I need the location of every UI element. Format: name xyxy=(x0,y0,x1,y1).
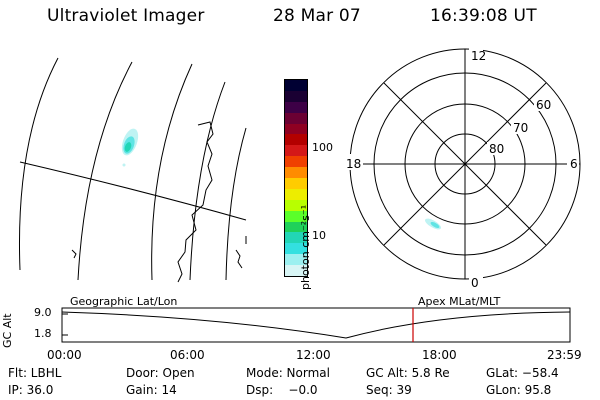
mlt-label-18: 18 xyxy=(346,157,361,171)
instrument-title: Ultraviolet Imager xyxy=(47,6,205,26)
aurora-patch xyxy=(121,128,139,167)
mlt-label-0: 0 xyxy=(471,276,479,290)
colorbar-band xyxy=(285,80,307,91)
status-ip: IP: 36.0 xyxy=(8,383,54,397)
coastline xyxy=(71,249,77,259)
colorbar-band xyxy=(285,112,307,124)
altitude-curve xyxy=(61,311,571,339)
polar-mlat-mlt-plot: 12 18 6 0 60 70 80 xyxy=(345,48,581,290)
map-latitude-arc xyxy=(151,63,193,281)
colorbar-band xyxy=(285,134,307,146)
colorbar-band xyxy=(285,101,307,113)
timeline-frame xyxy=(61,307,571,343)
coastline xyxy=(177,121,214,283)
status-gc-alt: GC Alt: 5.8 Re xyxy=(366,366,450,380)
polar-diagonal xyxy=(383,82,547,246)
coastline xyxy=(235,249,243,269)
status-mode: Mode: Normal xyxy=(246,366,330,380)
mlt-label-6: 6 xyxy=(570,157,578,171)
intensity-colorbar xyxy=(284,79,308,277)
map-latitude-arc xyxy=(77,61,133,281)
colorbar-band xyxy=(285,167,307,179)
altitude-timeline-plot xyxy=(61,307,571,343)
colorbar-band xyxy=(285,178,307,189)
colorbar-band xyxy=(285,243,307,255)
status-door: Door: Open xyxy=(126,366,195,380)
map-latitude-arc xyxy=(225,127,247,281)
mlat-label-80: 80 xyxy=(489,142,504,156)
timeline-xtick-2359: 23:59 xyxy=(547,348,582,362)
timeline-xtick-1200: 12:00 xyxy=(296,348,331,362)
timeline-yaxis-label: GC Alt xyxy=(1,313,14,348)
timeline-title-left: Geographic Lat/Lon xyxy=(70,295,178,308)
colorbar-band xyxy=(285,199,307,211)
time-label: 16:39:08 UT xyxy=(430,6,537,26)
timeline-xtick-1800: 18:00 xyxy=(422,348,457,362)
colorbar-band xyxy=(285,156,307,168)
status-filter: Flt: LBHL xyxy=(8,366,62,380)
geographic-map-panel xyxy=(19,57,247,283)
mlat-label-70: 70 xyxy=(513,121,528,135)
colorbar-band xyxy=(285,188,307,200)
timeline-xtick-0000: 00:00 xyxy=(47,348,82,362)
status-dsp: Dsp: −0.0 xyxy=(246,383,318,397)
colorbar-band xyxy=(285,232,307,244)
timeline-title-right: Apex MLat/MLT xyxy=(418,295,501,308)
colorbar-unit-label: photon cm⁻²s⁻¹ xyxy=(299,204,312,290)
date-label: 28 Mar 07 xyxy=(273,6,361,26)
timeline-xtick-0600: 06:00 xyxy=(170,348,205,362)
polar-aurora-patch xyxy=(425,218,441,230)
status-glon: GLon: 95.8 xyxy=(486,383,552,397)
mlat-label-60: 60 xyxy=(536,98,551,112)
timeline-ytick-1-8: 1.8 xyxy=(34,327,52,340)
mlt-label-12: 12 xyxy=(471,49,486,63)
colorbar-band xyxy=(285,123,307,135)
colorbar-band xyxy=(285,145,307,157)
colorbar-band xyxy=(285,210,307,222)
status-seq: Seq: 39 xyxy=(366,383,412,397)
map-latitude-arc xyxy=(19,57,59,271)
map-longitude-line xyxy=(19,161,247,221)
colorbar-band xyxy=(285,90,307,102)
colorbar-band xyxy=(285,254,307,266)
colorbar-band xyxy=(285,265,307,276)
status-gain: Gain: 14 xyxy=(126,383,177,397)
colorbar-tick-100: 100 xyxy=(312,141,333,154)
status-glat: GLat: −58.4 xyxy=(486,366,559,380)
colorbar-band xyxy=(285,221,307,233)
map-latitude-arc xyxy=(189,81,226,281)
colorbar-tick-10: 10 xyxy=(312,229,326,242)
timeline-ytick-9: 9.0 xyxy=(34,306,52,319)
